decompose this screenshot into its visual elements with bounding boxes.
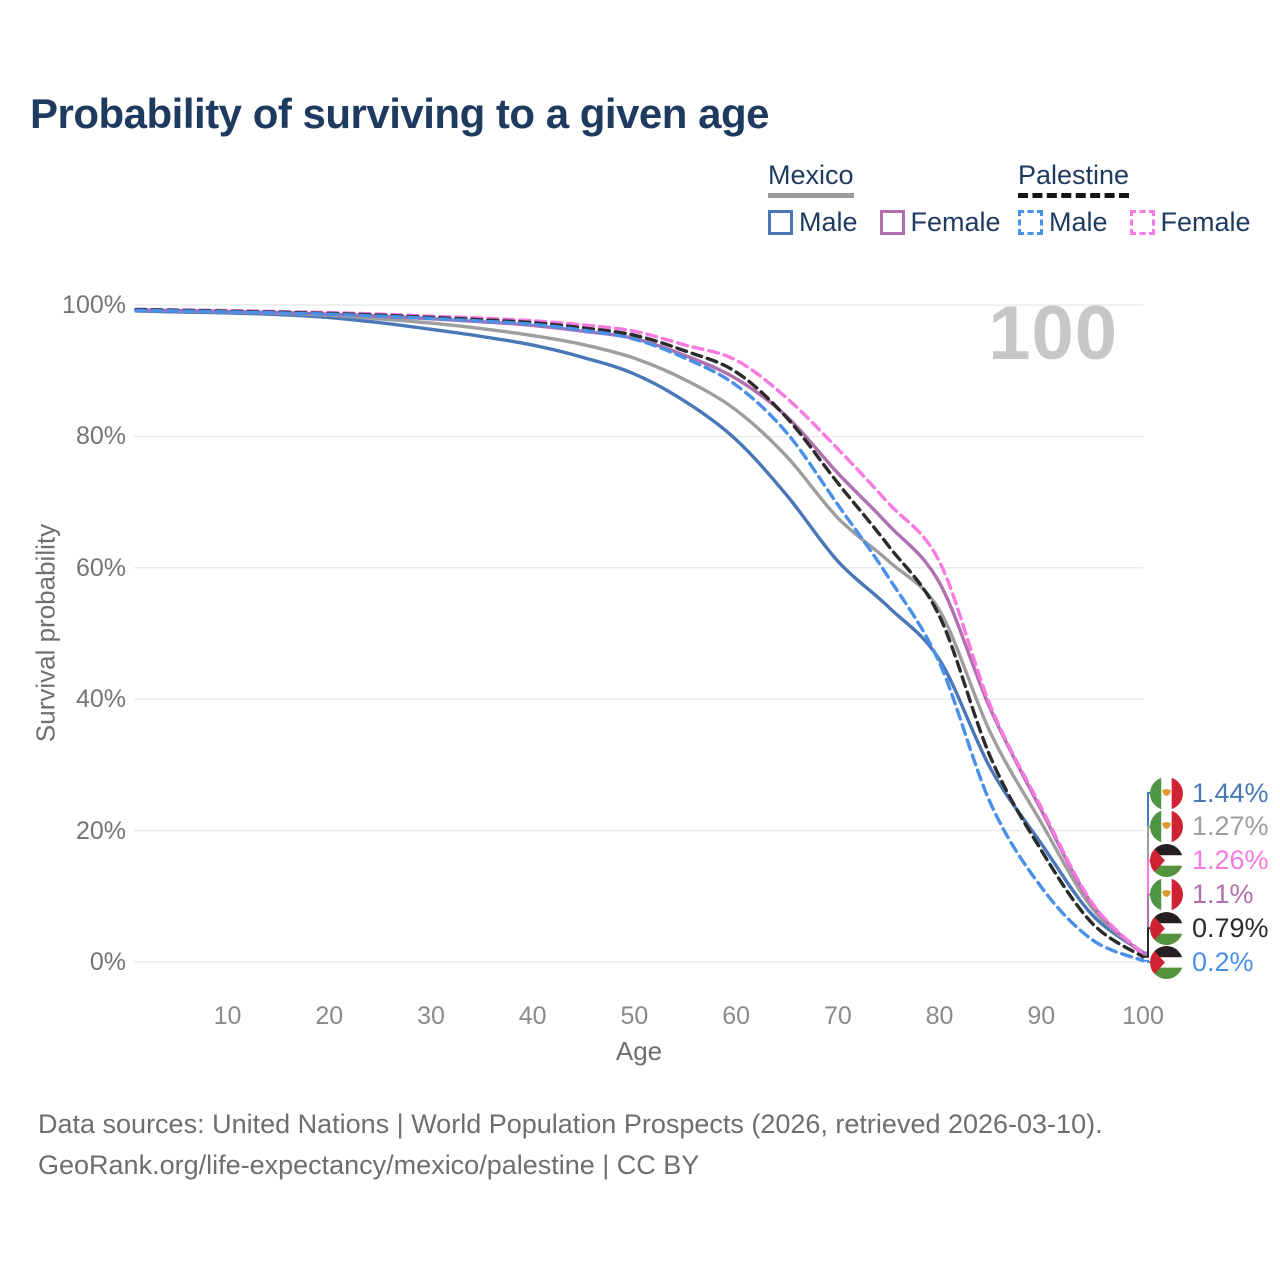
end-label-palestine-female: 1.26%	[1150, 844, 1269, 878]
legend-country-palestine[interactable]: Palestine	[1018, 160, 1130, 198]
legend-item-palestine-male[interactable]: Male	[1018, 207, 1108, 238]
legend-label: Male	[799, 207, 858, 237]
end-label-value: 0.2%	[1192, 946, 1254, 977]
mexico-flag-icon	[1150, 810, 1183, 844]
y-tick-label-20: 20%	[75, 816, 126, 845]
x-tick-label-80: 80	[925, 1002, 954, 1030]
x-tick-label-100: 100	[1122, 1002, 1164, 1030]
mexico-flag-icon	[1150, 877, 1183, 911]
palestine-male-swatch	[1018, 210, 1043, 235]
hover-age-watermark: 100	[988, 291, 1118, 376]
end-label-palestine-male: 0.2%	[1150, 945, 1254, 979]
mexico-female-swatch	[879, 210, 905, 235]
x-tick-label-20: 20	[315, 1002, 344, 1030]
mexico-male-swatch	[768, 210, 793, 235]
x-tick-label-90: 90	[1027, 1002, 1056, 1030]
end-label-mexico-male: 1.44%	[1150, 776, 1269, 810]
page-title: Probability of surviving to a given age	[30, 90, 769, 137]
x-tick-label-40: 40	[518, 1002, 547, 1030]
series-line-palestine-male	[134, 308, 1145, 963]
mexico-flag-icon	[1150, 776, 1183, 810]
end-label-value: 0.79%	[1192, 912, 1269, 943]
palestine-flag-icon	[1150, 911, 1183, 945]
x-tick-label-60: 60	[722, 1002, 751, 1030]
palestine-flag-icon	[1150, 844, 1183, 878]
footer-line-1: Data sources: United Nations | World Pop…	[38, 1109, 1103, 1139]
legend-country-mexico[interactable]: Mexico	[768, 160, 854, 198]
y-tick-label-100: 100%	[62, 291, 126, 319]
y-tick-label-60: 60%	[75, 553, 126, 582]
end-label-mexico-female: 1.1%	[1150, 877, 1254, 911]
legend-item-mexico-female[interactable]: Female	[879, 207, 1001, 238]
legend-item-palestine-female[interactable]: Female	[1129, 207, 1251, 238]
palestine-female-swatch	[1129, 210, 1155, 235]
series-line-mexico-both-sexes	[134, 308, 1145, 956]
x-tick-label-50: 50	[620, 1002, 649, 1030]
y-tick-label-40: 40%	[75, 685, 126, 714]
x-axis-title: Age	[615, 1036, 663, 1066]
series-line-mexico-female	[134, 308, 1145, 957]
end-label-mexico-both-sexes: 1.27%	[1150, 810, 1269, 844]
data-sources-footer: Data sources: United Nations | World Pop…	[38, 1104, 1103, 1186]
legend-item-mexico-male[interactable]: Male	[768, 207, 858, 238]
series-line-palestine-female	[134, 307, 1145, 956]
x-tick-label-70: 70	[823, 1002, 852, 1030]
legend-items-palestine: Male Female	[1018, 207, 1251, 238]
legend-group-mexico: Mexico Male Female	[768, 160, 1001, 238]
x-tick-label-10: 10	[213, 1002, 242, 1030]
palestine-flag-icon	[1150, 945, 1183, 979]
end-label-value: 1.1%	[1192, 878, 1254, 909]
legend-label: Female	[910, 207, 1001, 237]
end-label-value: 1.27%	[1192, 811, 1269, 842]
end-label-value: 1.44%	[1192, 777, 1269, 808]
series-line-mexico-male	[134, 309, 1145, 955]
footer-line-2: GeoRank.org/life-expectancy/mexico/pales…	[38, 1150, 700, 1180]
y-tick-label-0: 0%	[89, 948, 126, 976]
series-line-palestine-both-sexes	[134, 307, 1145, 959]
legend-items-mexico: Male Female	[768, 207, 1001, 238]
legend-label: Female	[1160, 207, 1251, 237]
legend-label: Male	[1049, 207, 1108, 237]
y-tick-label-80: 80%	[75, 422, 126, 451]
end-label-value: 1.26%	[1192, 845, 1269, 876]
x-tick-label-30: 30	[417, 1002, 445, 1030]
end-label-palestine-both-sexes: 0.79%	[1150, 911, 1269, 945]
legend-group-palestine: Palestine Male Female	[1018, 160, 1251, 238]
